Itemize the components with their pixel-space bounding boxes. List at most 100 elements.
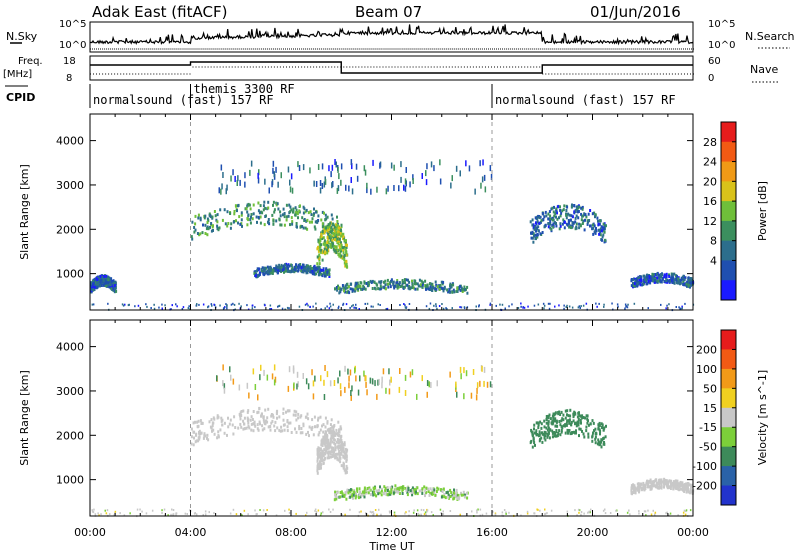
heatmap-cell — [311, 425, 314, 429]
heatmap-cell — [336, 237, 339, 241]
heatmap-cell — [122, 304, 125, 307]
heatmap-cell — [280, 223, 283, 227]
heatmap-cell — [556, 434, 559, 438]
heatmap-cell — [222, 364, 224, 371]
heatmap-cell — [339, 495, 342, 499]
heatmap-cell — [287, 263, 290, 267]
heatmap-cell — [672, 487, 675, 491]
heatmap-cell — [449, 495, 452, 498]
heatmap-cell — [575, 226, 578, 230]
heatmap-cell — [598, 222, 601, 226]
heatmap-cell — [479, 380, 481, 387]
heatmap-cell — [202, 303, 205, 306]
heatmap-cell — [404, 304, 406, 307]
heatmap-cell — [270, 421, 273, 425]
heatmap-cell — [533, 431, 536, 435]
heatmap-cell — [536, 433, 539, 436]
heatmap-cell — [323, 436, 326, 440]
heatmap-cell — [121, 303, 124, 306]
ylabel: Slant Range [km] — [18, 164, 31, 260]
heatmap-cell — [466, 285, 469, 289]
heatmap-cell — [689, 488, 692, 492]
heatmap-cell — [340, 244, 343, 248]
heatmap-cell — [424, 284, 427, 288]
heatmap-cell — [339, 383, 342, 390]
heatmap-cell — [359, 375, 361, 382]
heatmap-cell — [304, 226, 307, 230]
heatmap-cell — [246, 223, 249, 227]
heatmap-cell — [440, 280, 443, 284]
heatmap-cell — [182, 306, 185, 309]
heatmap-cell — [316, 459, 319, 463]
heatmap-cell — [476, 509, 478, 512]
heatmap-cell — [274, 420, 277, 424]
heatmap-cell — [636, 282, 639, 286]
heatmap-cell — [389, 511, 392, 514]
heatmap-cell — [350, 394, 352, 401]
heatmap-cell — [666, 486, 669, 490]
heatmap-cell — [322, 511, 324, 514]
heatmap-cell — [213, 432, 216, 436]
heatmap-cell — [360, 287, 363, 291]
heatmap-cell — [232, 508, 235, 511]
heatmap-cell — [312, 380, 315, 387]
heatmap-cell — [591, 212, 594, 216]
heatmap-cell — [374, 287, 377, 291]
heatmap-cell — [329, 305, 332, 308]
heatmap-cell — [338, 433, 341, 437]
heatmap-cell — [251, 418, 254, 421]
heatmap-cell — [668, 279, 671, 283]
heatmap-cell — [348, 291, 351, 295]
colorbar-tick-label: 12 — [703, 215, 717, 228]
heatmap-cell — [334, 249, 337, 253]
heatmap-cell — [283, 215, 286, 219]
heatmap-cell — [478, 305, 480, 308]
heatmap-cell — [215, 218, 218, 222]
heatmap-cell — [580, 218, 583, 222]
heatmap-cell — [317, 270, 319, 274]
heatmap-cell — [679, 279, 682, 282]
heatmap-cell — [192, 443, 195, 447]
heatmap-cell — [112, 286, 115, 289]
heatmap-cell — [684, 485, 687, 489]
heatmap-cell — [416, 393, 418, 400]
heatmap-cell — [411, 488, 414, 492]
heatmap-cell — [172, 513, 174, 516]
heatmap-cell — [445, 307, 447, 310]
heatmap-cell — [411, 493, 414, 497]
heatmap-cell — [319, 236, 322, 240]
heatmap-cell — [558, 429, 561, 433]
heatmap-cell — [635, 284, 638, 288]
heatmap-cell — [639, 283, 642, 287]
heatmap-cell — [421, 281, 424, 285]
heatmap-cell — [291, 266, 294, 270]
noise-strip — [89, 24, 694, 50]
heatmap-cell — [489, 165, 492, 172]
heatmap-cell — [219, 428, 222, 432]
heatmap-cell — [641, 283, 643, 287]
heatmap-cell — [326, 456, 329, 460]
heatmap-cell — [458, 286, 461, 290]
heatmap-cell — [575, 214, 578, 218]
heatmap-cell — [673, 281, 676, 285]
heatmap-cell — [425, 486, 428, 490]
heatmap-cell — [266, 416, 269, 420]
heatmap-cell — [288, 409, 291, 413]
heatmap-cell — [194, 222, 197, 226]
heatmap-cell — [379, 162, 381, 169]
heatmap-cell — [639, 275, 642, 279]
heatmap-cell — [402, 281, 405, 284]
heatmap-cell — [594, 437, 597, 441]
heatmap-cell — [676, 479, 679, 483]
heatmap-cell — [340, 229, 342, 232]
colorbar-frame — [720, 121, 737, 301]
heatmap-cell — [632, 281, 634, 285]
heatmap-cell — [540, 422, 543, 426]
heatmap-cell — [539, 420, 542, 424]
heatmap-cell — [346, 290, 349, 294]
heatmap-cell — [212, 428, 215, 432]
heatmap-cell — [322, 439, 325, 443]
heatmap-cell — [212, 229, 214, 232]
heatmap-cell — [307, 268, 310, 272]
heatmap-cell — [366, 302, 369, 305]
